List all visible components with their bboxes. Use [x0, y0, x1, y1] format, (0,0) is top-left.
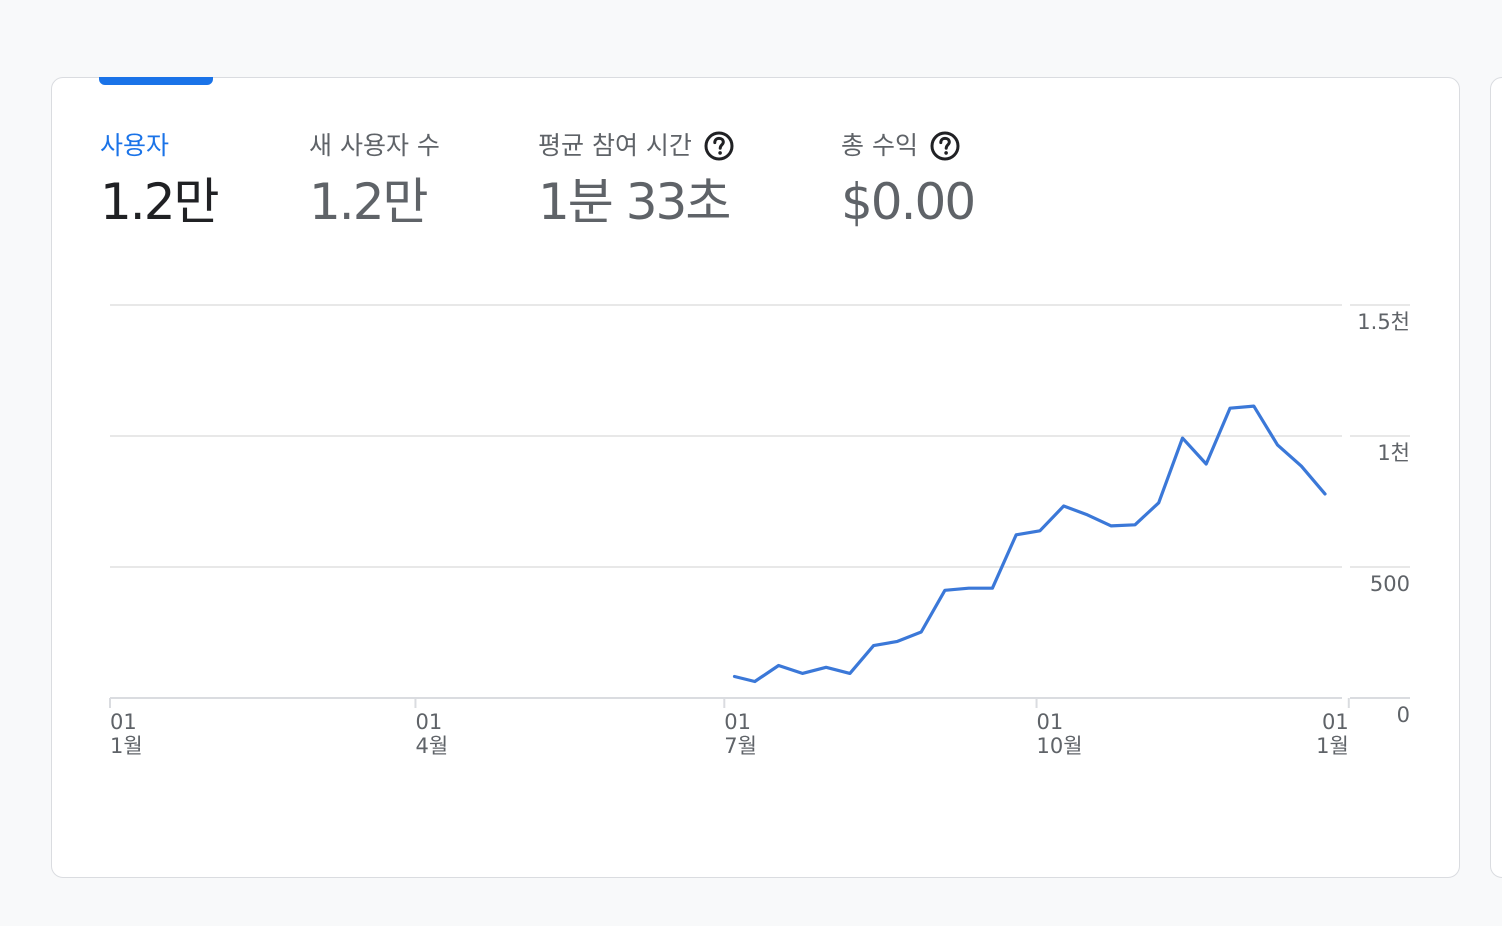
active-tab-indicator: [99, 77, 213, 85]
metric-value: $0.00: [841, 173, 976, 231]
series-line: [732, 404, 1327, 684]
metric-value: 1.2만: [309, 173, 429, 231]
help-icon[interactable]: [704, 131, 734, 161]
y-tick-label: 1천: [1377, 441, 1410, 465]
metric-value: 1.2만: [100, 173, 220, 231]
metrics-chart-card: [51, 77, 1460, 878]
metric-label-text: 평균 참여 시간: [538, 131, 692, 160]
x-tick-label: 1월: [1316, 734, 1349, 758]
y-tick-label: 1.5천: [1357, 310, 1410, 334]
metric-label: 평균 참여 시간: [538, 128, 734, 164]
x-tick-label: 1월: [110, 734, 143, 758]
metric-label-text: 새 사용자 수: [309, 131, 440, 160]
x-tick-label: 01: [110, 710, 137, 734]
y-tick-label: 500: [1370, 572, 1410, 596]
metric-label: 새 사용자 수: [309, 128, 440, 164]
x-tick-label: 01: [1322, 710, 1349, 734]
y-tick-label: 0: [1397, 703, 1410, 727]
x-tick-label: 01: [724, 710, 751, 734]
x-tick-label: 01: [1037, 710, 1064, 734]
metric-label-text: 총 수익: [841, 131, 918, 160]
metric-tab-new-users[interactable]: 새 사용자 수 1.2만: [309, 128, 440, 232]
help-icon[interactable]: [930, 131, 960, 161]
metric-tab-avg-engagement-time[interactable]: 평균 참여 시간 1분 33초: [538, 128, 734, 232]
x-tick-label: 01: [415, 710, 442, 734]
metric-tab-users[interactable]: 사용자 1.2만: [100, 128, 220, 232]
x-tick-label: 10월: [1037, 734, 1083, 758]
metric-label: 사용자: [100, 128, 218, 164]
metric-value: 1분 33초: [538, 173, 731, 231]
metric-label-text: 사용자: [100, 131, 170, 160]
metric-label: 총 수익: [841, 128, 974, 164]
x-tick-label: 4월: [415, 734, 448, 758]
x-tick-label: 7월: [724, 734, 757, 758]
metric-tab-total-revenue[interactable]: 총 수익 $0.00: [841, 128, 976, 232]
